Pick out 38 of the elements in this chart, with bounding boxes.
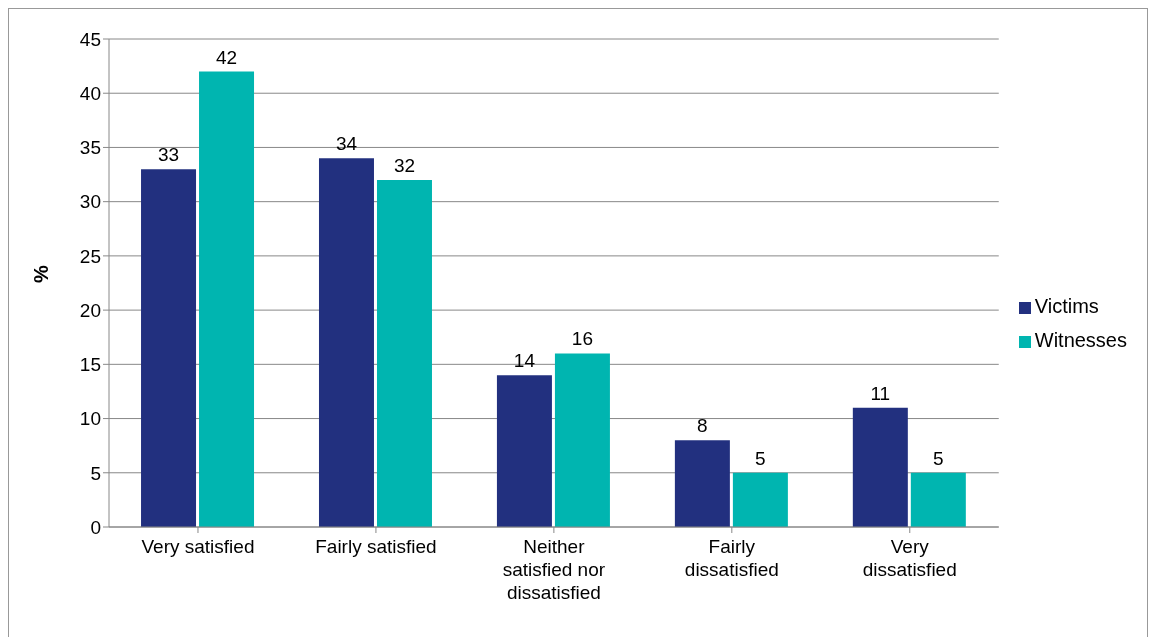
x-tick-label: Neither satisfied nor dissatisfied (502, 536, 606, 603)
data-label: 32 (393, 154, 416, 176)
x-tick-label: Very satisfied (141, 536, 255, 557)
legend-label: Victims (1034, 295, 1099, 317)
bar (852, 407, 908, 527)
data-label: 5 (755, 447, 766, 469)
x-tick-label: Fairly dissatisfied (684, 536, 779, 580)
y-axis-title: % (30, 265, 53, 283)
y-tick-label: 40 (79, 82, 101, 104)
bar (910, 472, 966, 527)
y-tick-label: 20 (79, 299, 101, 321)
bar (674, 440, 730, 527)
data-label: 34 (335, 133, 358, 155)
y-tick-label: 35 (79, 137, 101, 159)
bar (318, 158, 374, 527)
bar (199, 71, 255, 527)
y-tick-label: 5 (90, 462, 101, 484)
bar (376, 179, 432, 527)
bar (732, 472, 788, 527)
data-label: 16 (571, 328, 593, 350)
data-label: 33 (157, 144, 180, 166)
x-tick-label: Fairly satisfied (315, 536, 437, 557)
y-tick-label: 30 (79, 191, 101, 213)
y-tick-label: 15 (79, 354, 101, 376)
y-tick-label: 10 (79, 408, 101, 430)
data-label: 14 (513, 350, 536, 372)
data-label: 42 (215, 46, 238, 68)
y-tick-label: 0 (90, 516, 101, 538)
data-label: 8 (697, 415, 708, 437)
y-tick-label: 45 (79, 28, 101, 50)
bar (496, 375, 552, 527)
data-label: 5 (933, 447, 944, 469)
x-tick-label: Very dissatisfied (862, 536, 957, 580)
bar (141, 169, 197, 527)
data-label: 11 (870, 382, 891, 404)
bar (554, 353, 610, 527)
legend-label: Witnesses (1034, 329, 1127, 351)
y-tick-label: 25 (79, 245, 101, 267)
